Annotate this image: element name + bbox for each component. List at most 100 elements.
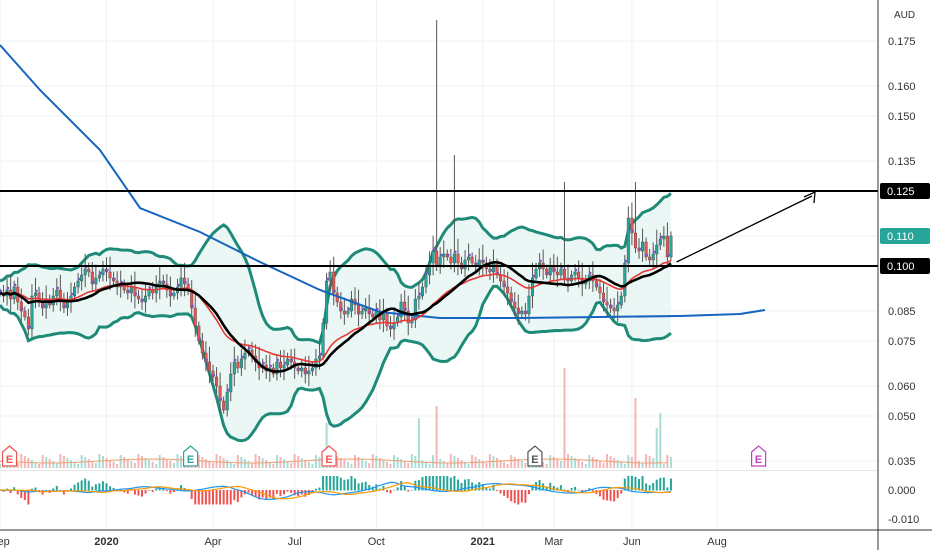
earnings-badge[interactable]: E — [183, 445, 199, 467]
signal-dot — [134, 292, 138, 296]
price-tick-label: 0.085 — [888, 306, 916, 318]
signal-dot — [326, 277, 329, 281]
candle-body — [420, 286, 424, 297]
macd-histogram-bar — [453, 476, 456, 491]
macd-histogram-bar — [226, 490, 229, 505]
candle-body — [76, 280, 80, 288]
signal-dot — [184, 280, 187, 284]
horizontal-levels[interactable] — [0, 190, 878, 267]
volume-bar — [226, 460, 229, 468]
volume-bar — [172, 463, 175, 468]
candle-body — [97, 274, 101, 279]
volume-bar — [162, 457, 165, 468]
macd-histogram-bar — [141, 490, 143, 497]
macd-histogram-bar — [467, 479, 470, 491]
candle-body — [215, 376, 219, 387]
signal-dot — [389, 325, 393, 329]
macd-histogram-bar — [662, 477, 665, 491]
volume-bar — [567, 454, 569, 468]
volume-bar — [116, 464, 119, 468]
volume-bar — [158, 455, 161, 468]
candle-body — [626, 217, 630, 264]
macd-histogram-bar — [98, 483, 101, 491]
candle-body — [665, 235, 669, 258]
candle-body — [570, 274, 574, 282]
candle-body — [328, 271, 332, 282]
candle-body — [318, 355, 322, 360]
earnings-badge[interactable]: E — [1, 445, 18, 467]
volume-bar — [314, 455, 317, 468]
time-axis[interactable]: Sep 2020 Apr Jul Oct 2021 Mar Jun Aug — [0, 536, 727, 548]
volume-bar — [364, 461, 367, 468]
volume-bar — [556, 459, 559, 468]
signal-dot — [602, 298, 606, 302]
candle-body — [406, 310, 410, 324]
price-tags: 0.125 0.100 0.110 — [880, 183, 930, 274]
trend-arrow[interactable] — [676, 190, 816, 263]
earnings-badge[interactable]: E — [751, 445, 767, 467]
volume-bar — [311, 464, 314, 468]
volume-bar — [0, 464, 1, 468]
price-tick-label: 0.075 — [888, 336, 916, 348]
bollinger-upper — [0, 192, 672, 346]
earnings-badge[interactable]: E — [527, 445, 543, 467]
volume-bar — [84, 457, 87, 468]
macd-histogram-bar — [545, 486, 548, 491]
macd-histogram-bar — [155, 488, 158, 491]
macd-histogram-bar — [428, 476, 431, 491]
arrow-head-icon[interactable] — [803, 190, 816, 204]
macd-histogram-bar — [339, 477, 342, 491]
macd-histogram-bar — [449, 477, 452, 491]
volume-bar — [215, 454, 218, 468]
candle-body — [562, 268, 566, 279]
volume-bar — [151, 462, 154, 468]
candle-body — [413, 298, 417, 321]
volume-bar — [126, 459, 129, 468]
candle-body — [193, 307, 197, 327]
price-axis[interactable]: 0.190 0.175 0.160 0.150 0.135 0.085 0.075 0.060… — [888, 0, 919, 526]
candle-body — [278, 361, 282, 369]
earnings-badge-shape — [183, 445, 199, 467]
volume-bar — [77, 464, 80, 468]
volume-bar — [101, 456, 104, 468]
signal-dot — [539, 259, 542, 263]
macd-histogram-bar — [552, 485, 555, 491]
candle-body — [452, 253, 456, 264]
macd-histogram-bar — [325, 476, 328, 491]
arrow-line[interactable] — [676, 195, 813, 263]
candlesticks — [0, 20, 673, 417]
earnings-badge-shape — [527, 445, 543, 467]
macd-histogram-bar — [471, 482, 474, 491]
signal-dot — [510, 298, 514, 302]
candle-body — [147, 289, 151, 297]
volume-bar — [467, 464, 470, 468]
price-tick-label: 0.050 — [888, 411, 916, 423]
volume-bar — [354, 455, 356, 468]
earnings-badge-label: E — [531, 454, 538, 466]
candle-body — [633, 232, 637, 249]
macd-histogram-bar — [236, 490, 239, 503]
signal-dot — [162, 280, 166, 284]
candle-body — [641, 241, 645, 252]
macd-histogram-bar — [180, 485, 183, 491]
currency-label[interactable]: AUD — [894, 10, 915, 21]
macd-histogram-bar — [172, 490, 175, 493]
macd-histogram-bar — [535, 482, 538, 491]
macd-histogram-bar — [432, 476, 435, 491]
volume-bar — [176, 454, 179, 468]
macd-histogram-bar — [307, 490, 310, 495]
volume-bar — [478, 459, 481, 468]
volume-bar — [549, 455, 552, 468]
candle-body — [371, 313, 375, 318]
volume-bar — [59, 454, 62, 468]
candle-body — [204, 352, 208, 363]
earnings-badge[interactable]: E — [321, 445, 337, 467]
time-tick-label: Aug — [707, 536, 727, 548]
signal-dot — [247, 346, 251, 350]
macd-histogram-bar — [201, 490, 204, 505]
candle-body — [513, 301, 517, 309]
signal-dot — [659, 235, 663, 239]
